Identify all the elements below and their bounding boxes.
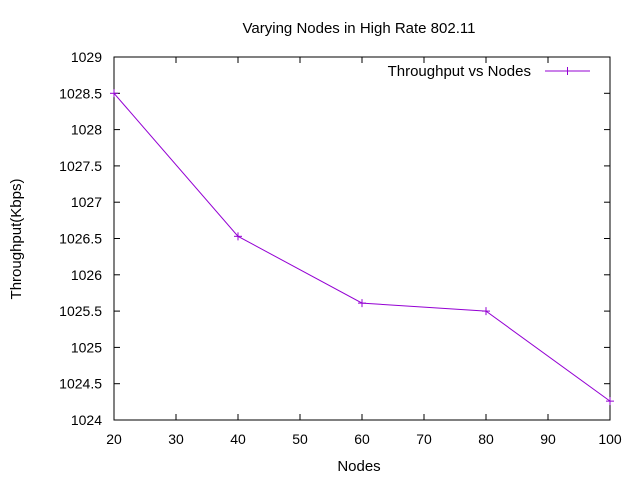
series-layer [110, 89, 614, 406]
y-tick-label: 1025.5 [59, 303, 102, 319]
data-point [358, 299, 366, 308]
y-tick-label: 1024.5 [59, 376, 102, 392]
y-tick-label: 1028 [71, 122, 102, 138]
x-tick-label: 50 [292, 431, 308, 447]
legend-swatch [545, 67, 590, 75]
y-tick-label: 1029 [71, 49, 102, 65]
x-tick-label: 60 [354, 431, 370, 447]
x-tick-label: 30 [168, 431, 184, 447]
y-tick-label: 1028.5 [59, 85, 102, 101]
x-tick-label: 70 [416, 431, 432, 447]
x-tick-label: 100 [598, 431, 622, 447]
y-tick-label: 1027.5 [59, 158, 102, 174]
x-tick-label: 40 [230, 431, 246, 447]
x-tick-label: 20 [106, 431, 122, 447]
y-tick-label: 1026.5 [59, 231, 102, 247]
data-point [606, 397, 614, 406]
plot-frame [113, 56, 611, 421]
x-tick-label: 80 [478, 431, 494, 447]
data-point [234, 232, 242, 241]
data-point [110, 89, 118, 98]
x-axis-label: Nodes [337, 458, 380, 475]
legend-label: Throughput vs Nodes [388, 63, 531, 80]
y-tick-label: 1024 [71, 412, 102, 428]
axis-tick-labels: 20 30 40 50 60 70 80 90 100 1024 1024.5 1025 1025.5 1… [59, 49, 622, 447]
series-line [113, 92, 611, 402]
y-tick-label: 1026 [71, 267, 102, 283]
data-point [482, 307, 490, 316]
y-axis-label: Throughput(Kbps) [8, 179, 25, 300]
x-tick-label: 90 [540, 431, 556, 447]
axis-ticks [113, 56, 611, 421]
legend: Throughput vs Nodes [388, 63, 590, 80]
y-tick-label: 1027 [71, 194, 102, 210]
chart-title: Varying Nodes in High Rate 802.11 [243, 20, 476, 37]
y-tick-label: 1025 [71, 339, 102, 355]
